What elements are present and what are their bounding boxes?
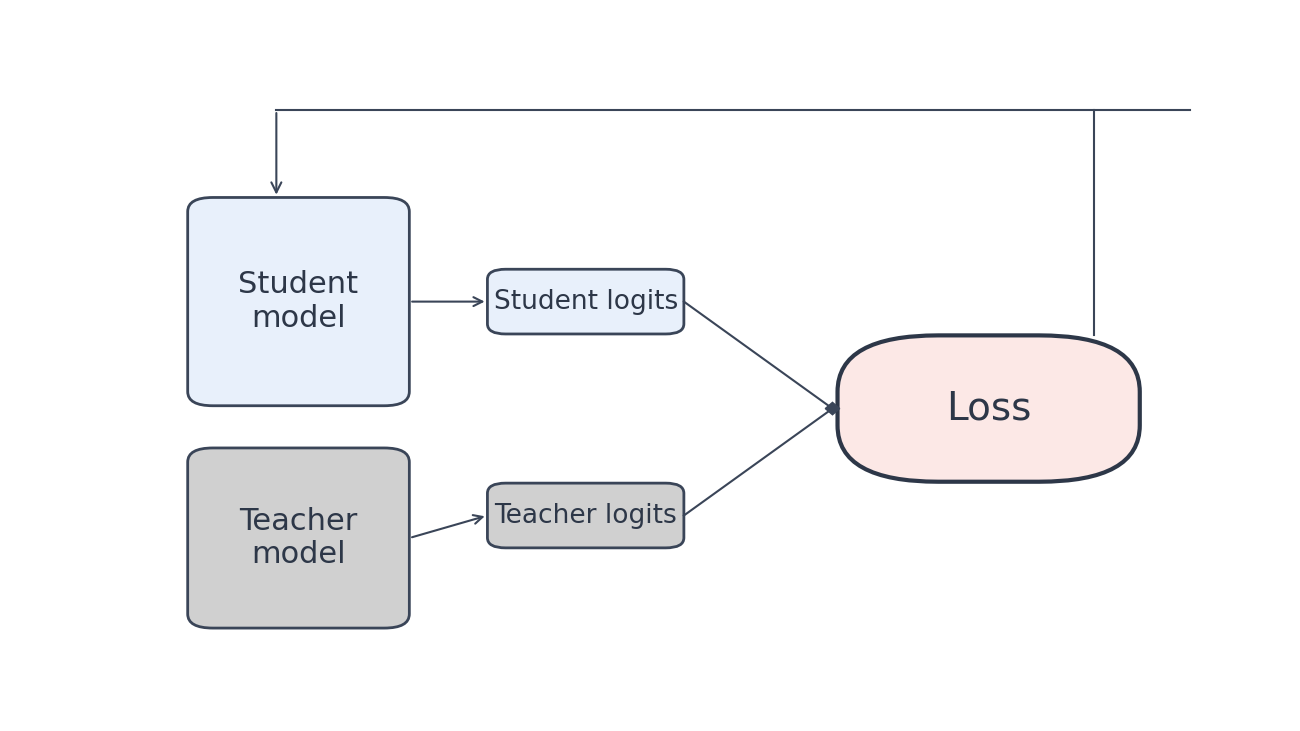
Text: Student logits: Student logits [494, 289, 677, 314]
FancyBboxPatch shape [488, 483, 684, 548]
Text: Student
model: Student model [238, 270, 359, 333]
Polygon shape [826, 402, 840, 414]
FancyBboxPatch shape [187, 197, 410, 406]
Text: Teacher
model: Teacher model [239, 507, 358, 569]
FancyBboxPatch shape [488, 269, 684, 334]
FancyBboxPatch shape [837, 336, 1140, 482]
FancyBboxPatch shape [187, 448, 410, 628]
Text: Teacher logits: Teacher logits [494, 502, 677, 529]
Text: Loss: Loss [946, 390, 1031, 428]
